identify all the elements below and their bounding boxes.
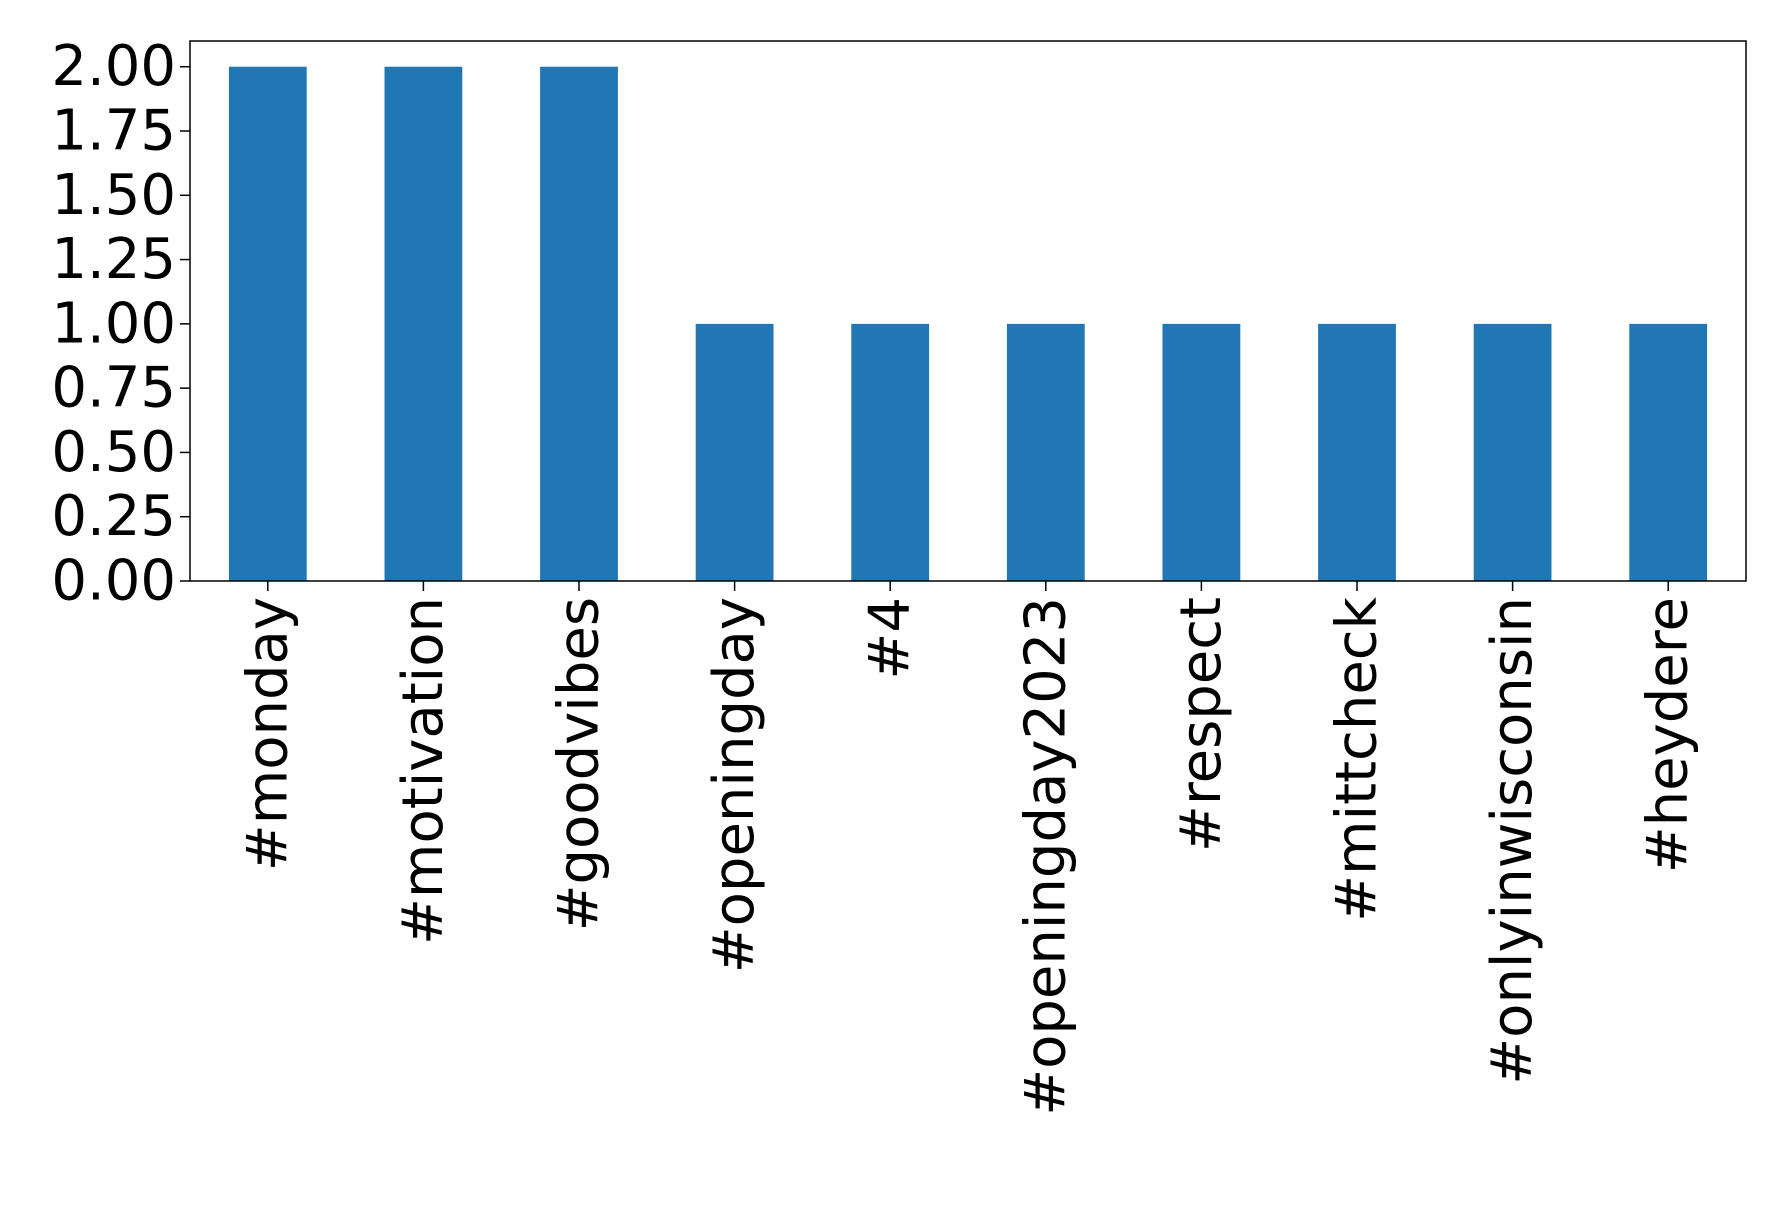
y-tick-label: 0.25 bbox=[51, 484, 176, 549]
y-axis: 0.000.250.500.751.001.251.501.752.00 bbox=[51, 34, 190, 614]
bar-heydere bbox=[1629, 323, 1708, 581]
y-tick-label: 1.75 bbox=[51, 99, 176, 164]
bar-openingday2023 bbox=[1006, 323, 1085, 581]
y-tick-label: 0.75 bbox=[51, 356, 176, 421]
bar-onlyinwisconsin bbox=[1473, 323, 1552, 581]
bar-motivation bbox=[384, 66, 463, 581]
y-tick-label: 2.00 bbox=[51, 34, 176, 99]
bar-respect bbox=[1162, 323, 1241, 581]
x-axis: #monday #motivation #goodvibes #openingday #… bbox=[235, 581, 1701, 1116]
x-tick-label: #4 bbox=[858, 597, 923, 680]
bar-goodvibes bbox=[540, 66, 618, 581]
x-tick-label: #goodvibes bbox=[547, 597, 612, 931]
x-tick-label: #openingday2023 bbox=[1013, 597, 1078, 1116]
x-tick-label: #onlyinwisconsin bbox=[1480, 597, 1545, 1085]
x-tick-label: #heydere bbox=[1636, 597, 1701, 873]
x-tick-label: #mittcheck bbox=[1325, 596, 1390, 921]
plot-frame bbox=[189, 40, 1747, 582]
bar-monday bbox=[228, 66, 307, 581]
y-tick-label: 0.00 bbox=[51, 549, 176, 614]
y-tick-label: 1.50 bbox=[51, 163, 176, 228]
y-tick-label: 1.25 bbox=[51, 227, 176, 292]
bars-layer bbox=[228, 66, 1708, 581]
bar-openingday bbox=[695, 323, 774, 581]
bar-mittcheck bbox=[1318, 323, 1396, 581]
bar-4 bbox=[851, 323, 930, 581]
x-tick-label: #monday bbox=[235, 597, 300, 871]
y-tick-label: 1.00 bbox=[51, 291, 176, 356]
x-tick-label: #motivation bbox=[391, 597, 456, 945]
x-tick-label: #openingday bbox=[702, 597, 767, 973]
y-tick-label: 0.50 bbox=[51, 420, 176, 485]
x-tick-label: #respect bbox=[1169, 597, 1234, 852]
